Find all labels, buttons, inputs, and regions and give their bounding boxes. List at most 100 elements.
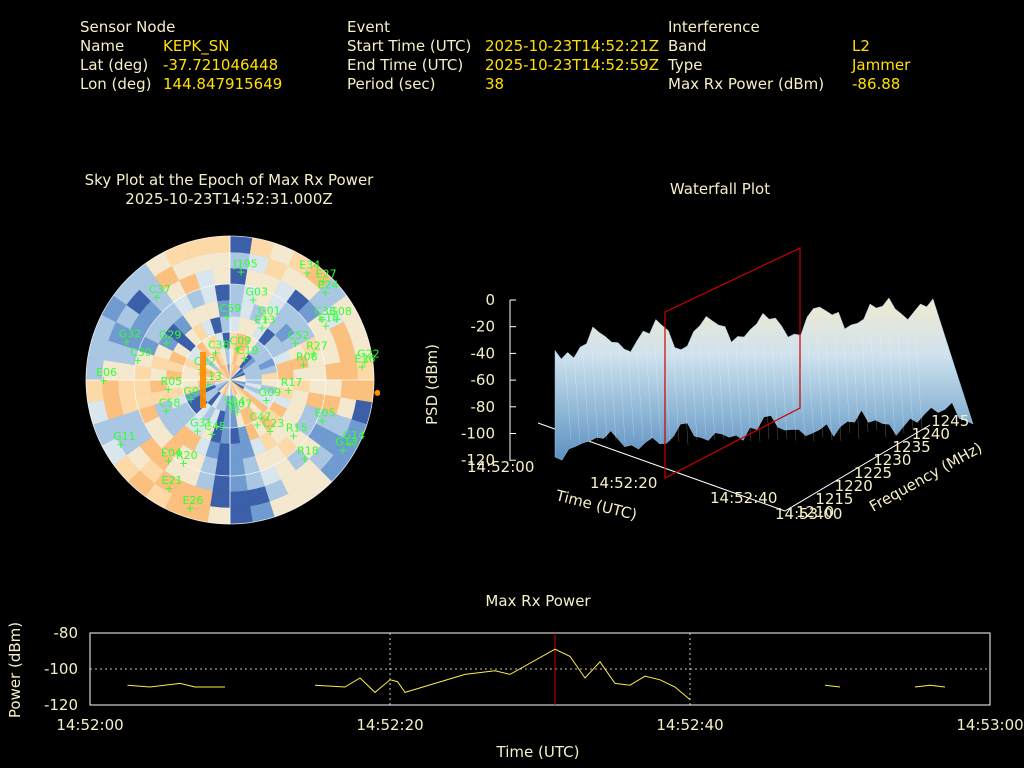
waterfall-ridge [600, 349, 608, 440]
satellite-marker: + [179, 457, 188, 470]
waterfall-ridge [636, 352, 644, 439]
satellite-marker: + [332, 313, 341, 326]
satellite-marker: + [266, 425, 275, 438]
power-chart-series [127, 648, 946, 700]
satellite-marker: + [346, 437, 355, 450]
sky-cell [324, 362, 343, 381]
satellite-marker: + [360, 355, 369, 368]
power-y-axis-label: Power (dBm) [6, 622, 24, 718]
waterfall-ridge [879, 333, 887, 438]
satellite-label: E13 [254, 313, 275, 326]
satellite-label: E24 [318, 279, 339, 292]
event-row: Period (sec) 38 [347, 75, 659, 94]
sky-plot-jammer [200, 352, 380, 408]
interference-power-label: Max Rx Power (dBm) [668, 75, 825, 93]
sky-plot: +E34+E27+J195+E24+G03+C37+C33+G08+E18+G0… [85, 235, 380, 525]
satellite-label: G07 [230, 398, 253, 411]
psd-tick-label: -20 [471, 318, 496, 336]
psd-tick-label: -60 [471, 371, 496, 389]
sky-cell [229, 506, 253, 525]
satellite-marker: + [318, 414, 327, 427]
waterfall-ridge [573, 353, 581, 444]
psd-tick-label: 0 [485, 291, 495, 309]
power-series-line [914, 684, 946, 688]
waterfall-cursor-plane [664, 247, 801, 479]
sensor-row: Name KEPK_SN [80, 37, 282, 56]
frequency-axis [784, 424, 931, 512]
power-x-tick-label: 14:53:00 [956, 716, 1023, 734]
satellite-label: C45 [204, 420, 226, 433]
satellite-label: C23 [263, 417, 285, 430]
event-start-label: Start Time (UTC) [347, 37, 472, 55]
satellite-marker: + [186, 393, 195, 406]
satellite-label: R17 [281, 376, 303, 389]
satellite-marker: + [357, 360, 366, 373]
waterfall-ridge [888, 339, 896, 437]
event-block: Event Start Time (UTC) 2025-10-23T14:52:2… [347, 18, 659, 94]
satellite-label: J195 [232, 258, 257, 271]
interference-power-value: -86.88 [852, 75, 901, 93]
sky-cell [207, 506, 231, 525]
satellite-label: G08 [329, 305, 352, 318]
satellite-marker: + [99, 374, 108, 387]
satellite-marker: + [233, 342, 242, 355]
sensor-row: Lon (deg) 144.847915649 [80, 75, 282, 94]
satellite-marker: + [261, 312, 270, 325]
sensor-node-block: Sensor Node Name KEPK_SN Lat (deg) -37.721… [80, 18, 282, 94]
sky-plot-grid [85, 235, 375, 525]
waterfall-ridge [708, 350, 716, 440]
waterfall-ridge [771, 343, 779, 440]
satellite-label: G03 [246, 286, 269, 299]
satellite-marker: + [319, 276, 328, 289]
sky-cell [212, 267, 231, 286]
satellite-label: C58 [159, 396, 181, 409]
sky-cell [324, 379, 343, 398]
frequency-tick-label: 1225 [854, 464, 892, 482]
satellite-label: R18 [297, 444, 319, 457]
power-chart-labels: -80 -100 -120 14:52:00 14:52:20 14:52:40 14:53… [6, 622, 1024, 761]
sensor-lon-value: 144.847915649 [163, 75, 283, 93]
waterfall-ridge [690, 346, 698, 441]
satellite-label: C09 [230, 334, 252, 347]
frequency-tick-label: 1210 [796, 503, 834, 521]
satellite-label: G22 [357, 347, 380, 360]
event-start-value: 2025-10-23T14:52:21Z [485, 37, 659, 55]
waterfall-ridge [654, 345, 662, 443]
power-x-tick-label: 14:52:40 [656, 716, 723, 734]
interference-band-label: Band [668, 37, 707, 55]
power-y-tick-label: -120 [44, 696, 78, 714]
satellite-marker: + [309, 347, 318, 360]
sky-cell [229, 235, 253, 254]
waterfall-ridge [915, 337, 923, 430]
waterfall-title: Waterfall Plot [669, 180, 771, 198]
power-chart-title: Max Rx Power [485, 592, 591, 610]
sky-plot-title-line2: 2025-10-23T14:52:31.000Z [125, 190, 333, 208]
satellite-marker: + [233, 406, 242, 419]
satellite-label: E05 [315, 406, 336, 419]
power-series-line [824, 684, 841, 688]
waterfall-ridge [672, 344, 680, 442]
sky-cell [133, 379, 152, 396]
satellite-label: C52 [288, 329, 310, 342]
sky-cell [229, 458, 246, 477]
power-series-line [127, 682, 225, 688]
waterfall-ridge [816, 336, 824, 438]
waterfall-ridge [843, 341, 851, 433]
frequency-tick-label: 1220 [835, 477, 873, 495]
sky-plot-title: Sky Plot at the Epoch of Max Rx Power 20… [40, 171, 418, 209]
satellite-label: G01 [258, 304, 281, 317]
satellite-marker: + [284, 384, 293, 397]
jammer-direction-marker [374, 389, 380, 396]
power-series-line [314, 648, 691, 700]
satellite-label: R27 [306, 339, 328, 352]
satellite-label: E18 [318, 312, 339, 325]
satellite-marker: + [236, 266, 245, 279]
sensor-lon-label: Lon (deg) [80, 75, 152, 93]
interference-type-value: Jammer [852, 56, 911, 74]
satellite-label: R05 [161, 375, 183, 388]
waterfall-ridge [627, 349, 635, 439]
satellite-label: G31 [190, 416, 213, 429]
satellite-marker: + [133, 354, 142, 367]
sky-plot-title-line1: Sky Plot at the Epoch of Max Rx Power [84, 171, 374, 189]
